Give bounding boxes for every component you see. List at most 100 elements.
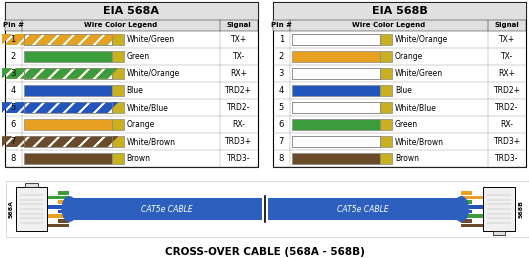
Polygon shape: [96, 136, 118, 147]
Text: Wire Color Legend: Wire Color Legend: [352, 22, 425, 28]
Polygon shape: [81, 34, 103, 45]
Text: White/Orange: White/Orange: [126, 69, 180, 78]
Text: 8: 8: [279, 154, 284, 163]
Text: Brown: Brown: [395, 154, 419, 163]
Polygon shape: [5, 68, 28, 79]
Text: RX+: RX+: [230, 69, 248, 78]
Polygon shape: [50, 136, 72, 147]
Bar: [23, 34, 112, 45]
Bar: [461, 223, 483, 227]
Polygon shape: [20, 34, 42, 45]
Polygon shape: [35, 102, 58, 113]
Text: TRD2+: TRD2+: [494, 86, 521, 95]
Polygon shape: [0, 34, 12, 45]
Polygon shape: [0, 68, 12, 79]
Bar: [112, 68, 124, 79]
Bar: [461, 209, 483, 213]
Polygon shape: [81, 68, 103, 79]
Bar: [23, 136, 112, 147]
Bar: [112, 119, 124, 130]
Bar: [291, 68, 380, 79]
Text: EIA 568B: EIA 568B: [371, 6, 427, 16]
Text: TRD2+: TRD2+: [225, 86, 252, 95]
Bar: [23, 102, 112, 113]
Bar: [23, 85, 112, 96]
Text: Pin #: Pin #: [3, 22, 24, 28]
Bar: [273, 2, 526, 167]
Text: 6: 6: [11, 120, 16, 129]
Bar: [472, 219, 483, 223]
Text: TX-: TX-: [233, 52, 245, 61]
Text: TRD2-: TRD2-: [227, 103, 251, 112]
Polygon shape: [81, 34, 103, 45]
Text: 2: 2: [279, 52, 284, 61]
Bar: [5, 20, 258, 31]
Text: TRD3+: TRD3+: [225, 137, 252, 146]
Text: RX-: RX-: [232, 120, 245, 129]
Text: TRD3+: TRD3+: [494, 137, 521, 146]
Polygon shape: [50, 68, 72, 79]
Bar: [461, 214, 483, 218]
Bar: [23, 51, 112, 62]
Text: RX-: RX-: [500, 120, 514, 129]
Polygon shape: [66, 102, 88, 113]
Text: Signal: Signal: [226, 22, 251, 28]
Text: CAT5e CABLE: CAT5e CABLE: [337, 205, 389, 214]
Text: Green: Green: [395, 120, 418, 129]
Polygon shape: [96, 102, 118, 113]
Bar: [291, 51, 380, 62]
Polygon shape: [66, 136, 88, 147]
Bar: [461, 205, 483, 208]
Polygon shape: [81, 136, 103, 147]
Bar: [291, 102, 380, 113]
Polygon shape: [35, 102, 58, 113]
Bar: [483, 187, 515, 231]
Bar: [291, 85, 380, 96]
Polygon shape: [35, 136, 58, 147]
Text: 3: 3: [11, 69, 16, 78]
Polygon shape: [66, 34, 88, 45]
Bar: [48, 209, 69, 213]
Text: CROSS-OVER CABLE (568A - 568B): CROSS-OVER CABLE (568A - 568B): [166, 247, 365, 257]
Bar: [262, 197, 268, 221]
Bar: [492, 231, 506, 235]
Bar: [112, 85, 124, 96]
Bar: [25, 183, 38, 187]
Bar: [23, 119, 112, 130]
Bar: [380, 34, 392, 45]
Polygon shape: [0, 68, 12, 79]
Polygon shape: [66, 136, 88, 147]
Bar: [48, 200, 69, 204]
Polygon shape: [66, 68, 88, 79]
Bar: [472, 191, 483, 195]
Bar: [5, 2, 258, 20]
Polygon shape: [50, 34, 72, 45]
Polygon shape: [96, 102, 118, 113]
Polygon shape: [5, 34, 28, 45]
Bar: [48, 219, 69, 223]
Bar: [461, 191, 483, 195]
Text: TX+: TX+: [231, 35, 247, 44]
Bar: [48, 223, 69, 227]
Bar: [291, 34, 380, 45]
Bar: [112, 136, 124, 147]
Polygon shape: [35, 136, 58, 147]
Text: Orange: Orange: [126, 120, 155, 129]
Polygon shape: [81, 68, 103, 79]
Bar: [112, 51, 124, 62]
Text: 1: 1: [11, 35, 16, 44]
Polygon shape: [0, 136, 12, 147]
Bar: [291, 119, 380, 130]
Text: 5: 5: [279, 103, 284, 112]
Text: TRD2-: TRD2-: [495, 103, 519, 112]
Polygon shape: [20, 136, 42, 147]
Text: 5: 5: [11, 103, 16, 112]
Polygon shape: [20, 102, 42, 113]
Bar: [48, 209, 58, 213]
Polygon shape: [81, 102, 103, 113]
Text: TX+: TX+: [499, 35, 515, 44]
Text: Blue: Blue: [126, 86, 143, 95]
Bar: [112, 102, 124, 113]
Ellipse shape: [453, 196, 469, 222]
Bar: [291, 136, 380, 147]
